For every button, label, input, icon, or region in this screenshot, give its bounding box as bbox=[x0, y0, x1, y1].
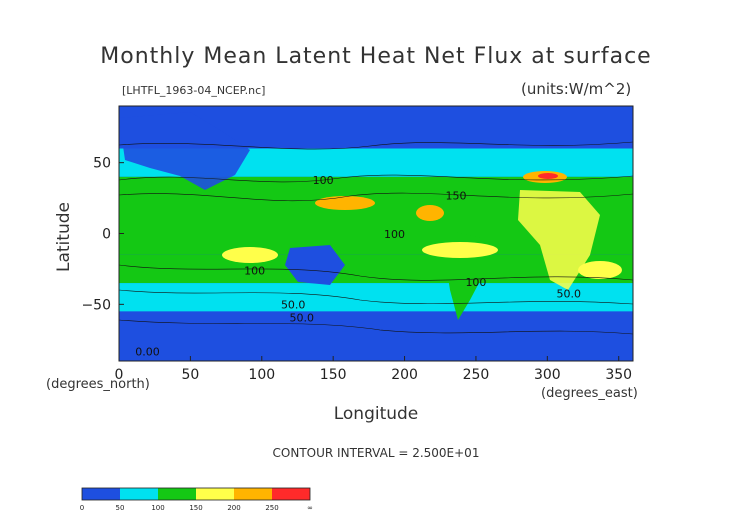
colorbar-tick-label: ∞ bbox=[307, 504, 313, 512]
north-pacific-hotspot-2 bbox=[416, 205, 444, 221]
y-tick-label: −50 bbox=[81, 297, 111, 313]
colorbar-segment bbox=[196, 488, 234, 500]
colorbar-segment bbox=[272, 488, 310, 500]
x-tick-label: 100 bbox=[248, 367, 275, 383]
colorbar-tick-label: 100 bbox=[151, 504, 164, 512]
x-tick-label: 0 bbox=[115, 367, 124, 383]
colorbar-segment bbox=[234, 488, 272, 500]
x-axis-ticks: 0 50 100 150 200 250 300 350 bbox=[115, 356, 632, 383]
australia-shape bbox=[285, 245, 345, 285]
file-label: [LHTFL_1963-04_NCEP.nc] bbox=[122, 84, 266, 97]
x-tick-label: 300 bbox=[534, 367, 561, 383]
contour-label: 50.0 bbox=[557, 287, 582, 300]
north-pacific-hotspot bbox=[315, 196, 375, 210]
field-shapes bbox=[119, 112, 622, 320]
x-tick-label: 200 bbox=[391, 367, 418, 383]
contour-label: 50.0 bbox=[290, 311, 315, 324]
indian-ocean-yellow bbox=[222, 247, 278, 263]
contour-line bbox=[119, 319, 633, 335]
contour-label: 100 bbox=[465, 276, 486, 289]
contour-interval-text: CONTOUR INTERVAL = 2.500E+01 bbox=[272, 446, 480, 460]
y-tick-label: 0 bbox=[102, 227, 111, 243]
colorbar-tick-label: 50 bbox=[116, 504, 125, 512]
x-axis-label: Longitude bbox=[333, 404, 419, 424]
colorbar-frame bbox=[81, 487, 311, 501]
contour-lines bbox=[119, 141, 633, 335]
contour-line bbox=[119, 289, 633, 305]
north-america-shape bbox=[119, 112, 250, 190]
colorbar-tick-label: 200 bbox=[227, 504, 240, 512]
africa-shape bbox=[518, 190, 600, 290]
contour-label: 150 bbox=[445, 190, 466, 203]
colorbar-segment bbox=[120, 488, 158, 500]
south-atlantic-yellow bbox=[578, 261, 622, 279]
colorbar-tick-label: 0 bbox=[80, 504, 84, 512]
south-pacific-yellow bbox=[422, 242, 498, 258]
contour-line bbox=[119, 192, 633, 202]
colorbar-tick-label: 250 bbox=[265, 504, 278, 512]
x-tick-label: 350 bbox=[605, 367, 632, 383]
contour-label: 0.00 bbox=[135, 345, 160, 358]
y-axis-ticks: 50 0 −50 bbox=[81, 156, 124, 313]
contour-line bbox=[119, 141, 633, 150]
contour-label: 100 bbox=[313, 174, 334, 187]
x-tick-label: 50 bbox=[181, 367, 199, 383]
colorbar-tick-label: 150 bbox=[189, 504, 202, 512]
x-tick-label: 150 bbox=[320, 367, 347, 383]
atlantic-red bbox=[538, 173, 558, 179]
contour-label: 100 bbox=[384, 228, 405, 241]
colorbar: 0 50 100 150 200 250 ∞ bbox=[80, 487, 313, 512]
colorbar-segment bbox=[82, 488, 120, 500]
contour-line bbox=[119, 264, 633, 281]
contour-label: 50.0 bbox=[281, 299, 306, 312]
x-tick-label: 250 bbox=[463, 367, 490, 383]
y-axis-unit: (degrees_north) bbox=[46, 377, 150, 392]
colorbar-segment bbox=[158, 488, 196, 500]
latitude-band-4 bbox=[119, 283, 633, 312]
chart-title: Monthly Mean Latent Heat Net Flux at sur… bbox=[100, 44, 652, 69]
x-axis-unit: (degrees_east) bbox=[541, 386, 638, 401]
units-label: (units:W/m^2) bbox=[521, 80, 632, 98]
contour-label: 100 bbox=[244, 265, 265, 278]
latitude-band-5 bbox=[119, 311, 633, 361]
contour-line bbox=[119, 174, 633, 183]
y-tick-label: 50 bbox=[93, 156, 111, 172]
